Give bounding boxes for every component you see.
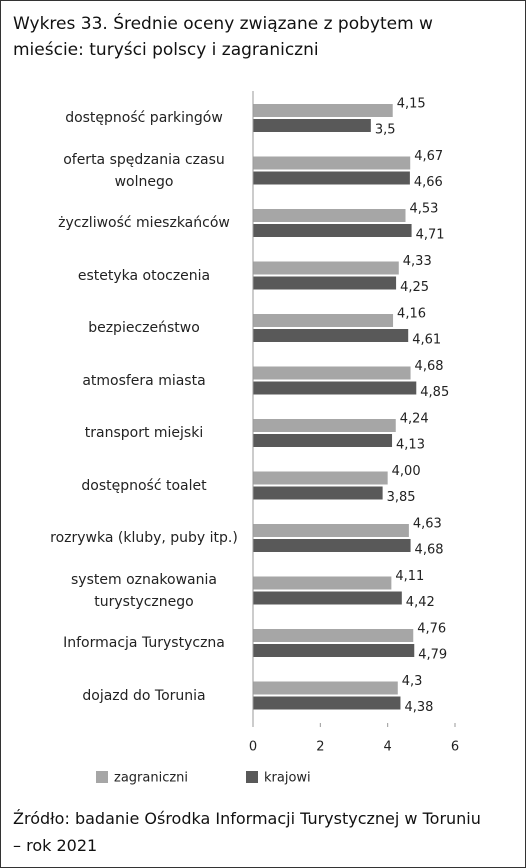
bar [253,209,406,222]
x-tick-label: 0 [249,740,257,755]
bar [253,576,392,590]
value-label: 4,42 [406,595,435,610]
value-label: 4,53 [410,202,439,217]
value-label: 4,25 [400,280,429,295]
category-label: Informacja Turystyczna [63,635,225,651]
category-label: dostępność parkingów [65,110,223,126]
bar [253,591,402,605]
bar [253,171,410,185]
x-tick-label: 2 [316,740,324,755]
bar [253,486,383,500]
legend-swatch [96,771,108,783]
category-label: rozrywka (kluby, puby itp.) [50,530,238,546]
bar [253,681,398,695]
bar [253,471,388,485]
bar [253,539,411,552]
category-label: dostępność toalet [81,477,207,494]
value-label: 4,76 [417,622,446,637]
value-label: 4,11 [395,569,424,584]
bar [253,261,399,275]
category-label: bezpieczeństwo [88,320,200,336]
value-label: 4,15 [397,97,426,112]
value-label: 3,85 [387,490,416,505]
source: Źródło: badanie Ośrodka Informacji Turys… [13,809,481,855]
category-label: życzliwość mieszkańców [58,215,230,231]
bar [253,329,409,342]
value-label: 4,63 [413,517,442,532]
category-label: system oznakowania turystycznego [71,571,217,610]
value-label: 4,24 [400,412,429,427]
legend-label: krajowi [264,771,311,786]
category-label: oferta spędzania czasu wolnego [63,151,225,190]
x-tick-label: 4 [384,740,392,755]
value-label: 4,33 [403,254,432,269]
value-label: 4,66 [414,175,443,190]
value-label: 4,38 [404,700,433,715]
value-label: 4,3 [402,674,423,689]
value-label: 4,13 [396,438,425,453]
legend-label: zagraniczni [114,771,188,786]
bar [253,224,412,237]
category-label: estetyka otoczenia [77,267,211,284]
value-label: 4,00 [392,464,421,479]
value-label: 4,68 [415,359,444,374]
value-label: 4,61 [412,333,441,348]
value-label: 4,67 [414,149,443,164]
category-label: dojazd do Torunia [82,687,206,704]
legend-swatch [246,771,258,783]
bar [253,434,393,447]
value-label: 4,79 [418,648,447,663]
value-label: 4,85 [420,385,449,400]
bar [253,104,393,117]
bar [253,119,371,132]
bar [253,629,414,642]
bar [253,156,411,170]
value-label: 4,71 [416,228,445,243]
bar [253,696,401,710]
bar [253,314,394,327]
chart-title: Wykres 33. Średnie oceny związane z poby… [13,14,433,60]
bar [253,419,396,432]
x-tick-label: 6 [451,740,459,755]
value-label: 4,68 [415,543,444,558]
bar [253,276,397,290]
bar [253,644,415,657]
value-label: 4,16 [397,307,426,322]
category-label: transport miejski [84,425,204,441]
bar [253,366,411,380]
value-label: 3,5 [375,123,396,138]
bar [253,381,417,395]
bar [253,524,409,537]
category-label: atmosfera miasta [82,372,206,389]
